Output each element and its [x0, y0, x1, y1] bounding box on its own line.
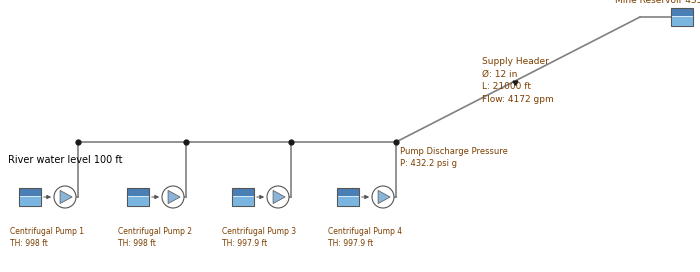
Text: Mine Reservoir 435 ft: Mine Reservoir 435 ft	[615, 0, 700, 5]
Polygon shape	[60, 190, 72, 204]
Text: Centrifugal Pump 2
TH: 998 ft: Centrifugal Pump 2 TH: 998 ft	[118, 227, 192, 248]
FancyBboxPatch shape	[127, 196, 148, 206]
Circle shape	[54, 186, 76, 208]
Text: Centrifugal Pump 3
TH: 997.9 ft: Centrifugal Pump 3 TH: 997.9 ft	[222, 227, 296, 248]
FancyBboxPatch shape	[232, 188, 254, 206]
FancyBboxPatch shape	[20, 196, 41, 206]
Circle shape	[372, 186, 394, 208]
FancyBboxPatch shape	[671, 16, 692, 26]
Text: River water level 100 ft: River water level 100 ft	[8, 155, 122, 165]
FancyBboxPatch shape	[337, 188, 359, 206]
Circle shape	[267, 186, 289, 208]
FancyBboxPatch shape	[19, 188, 41, 206]
FancyBboxPatch shape	[127, 188, 149, 206]
Polygon shape	[273, 190, 285, 204]
FancyBboxPatch shape	[337, 196, 358, 206]
Text: Supply Header
Ø: 12 in
L: 21000 ft
Flow: 4172 gpm: Supply Header Ø: 12 in L: 21000 ft Flow:…	[482, 57, 554, 104]
Text: Centrifugal Pump 4
TH: 997.9 ft: Centrifugal Pump 4 TH: 997.9 ft	[328, 227, 402, 248]
Circle shape	[162, 186, 184, 208]
FancyBboxPatch shape	[671, 8, 693, 26]
Polygon shape	[378, 190, 390, 204]
Text: Centrifugal Pump 1
TH: 998 ft: Centrifugal Pump 1 TH: 998 ft	[10, 227, 84, 248]
Polygon shape	[168, 190, 180, 204]
Text: Pump Discharge Pressure
P: 432.2 psi g: Pump Discharge Pressure P: 432.2 psi g	[400, 147, 508, 168]
FancyBboxPatch shape	[232, 196, 253, 206]
